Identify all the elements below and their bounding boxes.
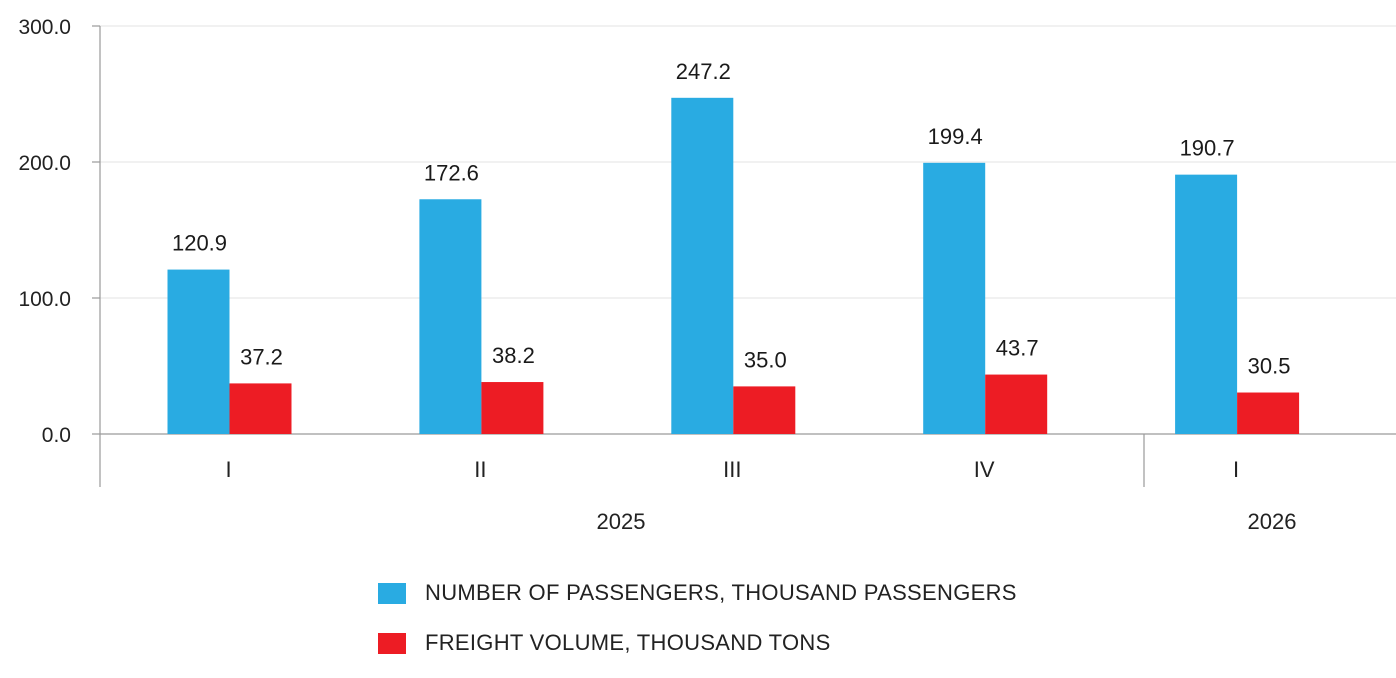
chart-svg: 0.0 100.0 200.0 300.0 120.9 37.2 I 172.6 38.2 II 2… — [18, 16, 1396, 534]
legend-item-passengers: NUMBER OF PASSENGERS, THOUSAND PASSENGER… — [378, 578, 1017, 608]
bar-freight — [985, 374, 1048, 434]
bar-passengers — [419, 199, 482, 434]
category-label: IV — [974, 457, 995, 482]
data-label-freight: 30.5 — [1248, 354, 1291, 379]
bar-passengers — [1175, 174, 1238, 434]
legend-swatch-freight — [378, 632, 406, 654]
category-label: I — [225, 457, 231, 482]
bar-passengers — [923, 162, 986, 435]
data-label-freight: 43.7 — [996, 336, 1039, 361]
bar-passengers — [167, 269, 230, 434]
legend-swatch-passengers — [378, 582, 406, 604]
bar-freight — [481, 382, 544, 434]
data-label-freight: 35.0 — [744, 347, 787, 372]
data-label-freight: 38.2 — [492, 343, 535, 368]
legend-item-freight: FREIGHT VOLUME, THOUSAND TONS — [378, 628, 1017, 658]
category-label: III — [723, 457, 741, 482]
data-label-freight: 37.2 — [240, 344, 283, 369]
y-tick-label: 0.0 — [42, 424, 71, 447]
data-label-passengers: 172.6 — [424, 160, 479, 185]
bar-passengers — [671, 97, 734, 435]
data-label-passengers: 199.4 — [928, 124, 983, 149]
bar-freight — [733, 386, 796, 434]
y-tick-label: 100.0 — [18, 288, 71, 311]
category-label: II — [474, 457, 486, 482]
y-tick-label: 200.0 — [18, 152, 71, 175]
year-label: 2026 — [1248, 509, 1297, 534]
bar-freight — [229, 383, 292, 434]
data-label-passengers: 120.9 — [172, 231, 227, 256]
legend: NUMBER OF PASSENGERS, THOUSAND PASSENGER… — [378, 578, 1017, 678]
year-label: 2025 — [597, 509, 646, 534]
y-tick-label: 300.0 — [18, 16, 71, 39]
bar-freight — [1237, 392, 1300, 434]
legend-label-passengers: NUMBER OF PASSENGERS, THOUSAND PASSENGER… — [425, 580, 1017, 605]
legend-label-freight: FREIGHT VOLUME, THOUSAND TONS — [425, 630, 831, 655]
data-label-passengers: 247.2 — [676, 59, 731, 84]
category-label: I — [1233, 457, 1239, 482]
data-label-passengers: 190.7 — [1180, 136, 1235, 161]
